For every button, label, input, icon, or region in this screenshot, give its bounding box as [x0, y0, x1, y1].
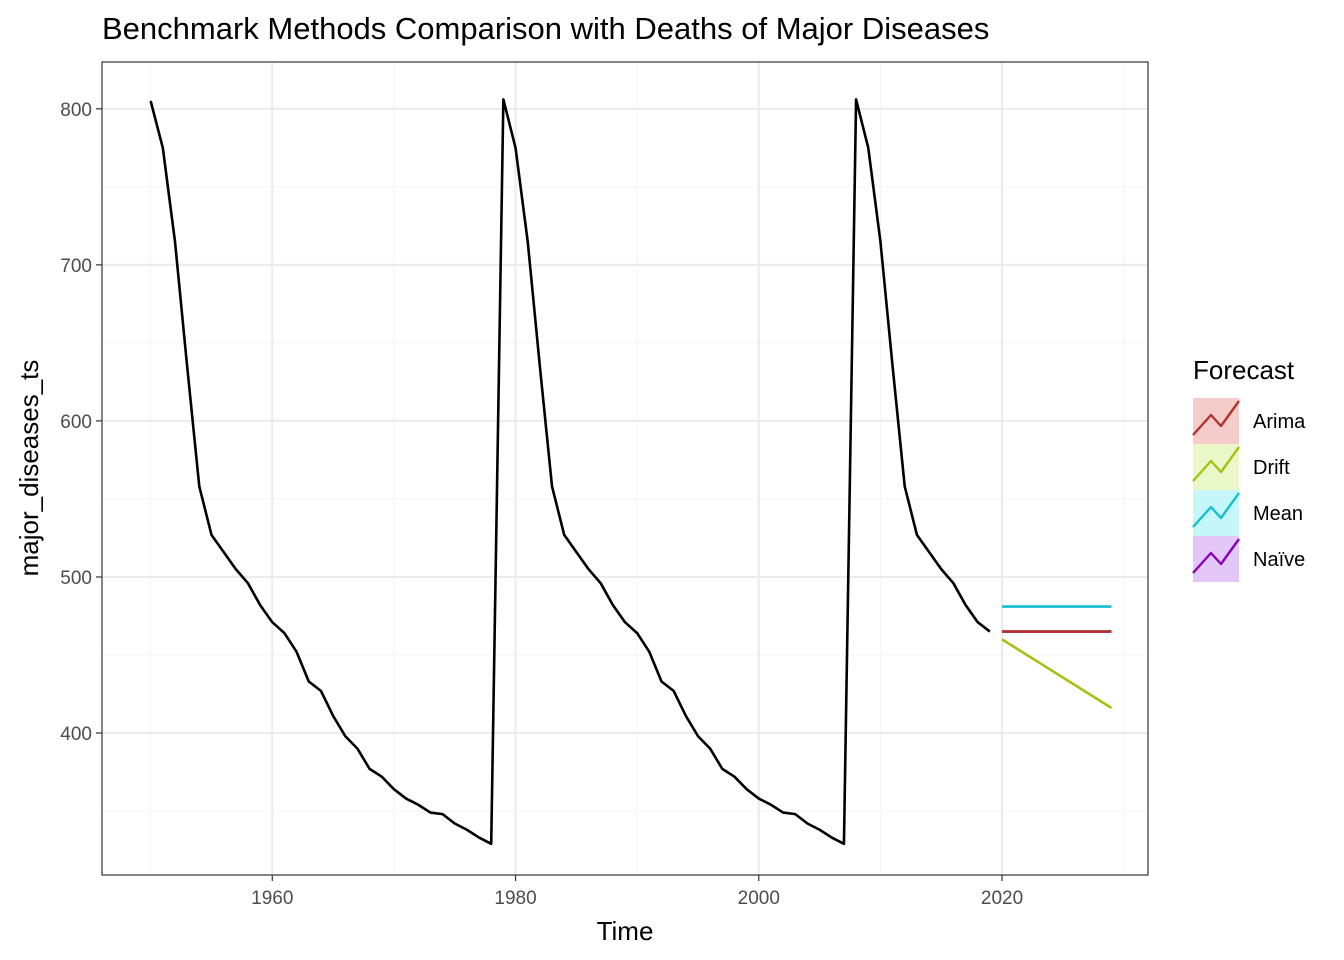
legend-items: Arima Drift Mean Naïve — [1192, 398, 1306, 582]
legend-item: Arima — [1192, 398, 1306, 444]
legend: Forecast Arima Drift Mean Naïve — [1192, 355, 1306, 582]
history-series-line — [149, 98, 991, 846]
chart-title: Benchmark Methods Comparison with Deaths… — [102, 11, 989, 46]
legend-label: Mean — [1253, 503, 1303, 525]
y-axis-title: major_diseases_ts — [14, 360, 44, 577]
axis-layer: 1960 1980 2000 2020 400 500 600 700 800 — [60, 100, 1023, 909]
legend-item: Naïve — [1192, 536, 1305, 582]
x-tick-label: 1980 — [494, 888, 536, 909]
legend-title: Forecast — [1193, 355, 1295, 385]
x-tick-label: 1960 — [251, 888, 293, 909]
legend-key-line — [1192, 400, 1240, 436]
legend-item: Drift — [1192, 444, 1290, 490]
legend-key-line — [1192, 446, 1240, 482]
series-layer — [149, 98, 1113, 846]
y-tick-label: 500 — [60, 568, 92, 589]
y-tick-label: 700 — [60, 256, 92, 277]
y-tick-label: 400 — [60, 724, 92, 745]
legend-label: Naïve — [1253, 549, 1305, 571]
y-tick-label: 600 — [60, 412, 92, 433]
x-tick-label: 2020 — [981, 888, 1023, 909]
forecast-series-line-drift — [1001, 638, 1113, 710]
grid-layer — [102, 62, 1148, 875]
panel-border — [101, 61, 1149, 876]
legend-key-line — [1192, 492, 1240, 528]
x-tick-label: 2000 — [738, 888, 780, 909]
legend-label: Arima — [1253, 411, 1306, 433]
x-axis-title: Time — [597, 916, 654, 946]
legend-label: Drift — [1253, 457, 1290, 479]
y-tick-label: 800 — [60, 100, 92, 121]
legend-key-line — [1192, 538, 1240, 574]
legend-item: Mean — [1192, 490, 1303, 536]
